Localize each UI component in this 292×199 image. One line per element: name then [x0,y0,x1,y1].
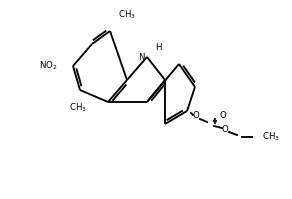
Text: CH$_3$: CH$_3$ [262,131,280,143]
Text: O: O [220,111,227,121]
Text: NO$_2$: NO$_2$ [39,60,58,72]
Text: CH$_3$: CH$_3$ [69,102,87,114]
Text: CH$_3$: CH$_3$ [118,9,136,21]
Text: O: O [222,125,228,134]
Text: H: H [155,43,161,52]
Text: O: O [193,111,199,121]
Text: N: N [138,53,145,61]
